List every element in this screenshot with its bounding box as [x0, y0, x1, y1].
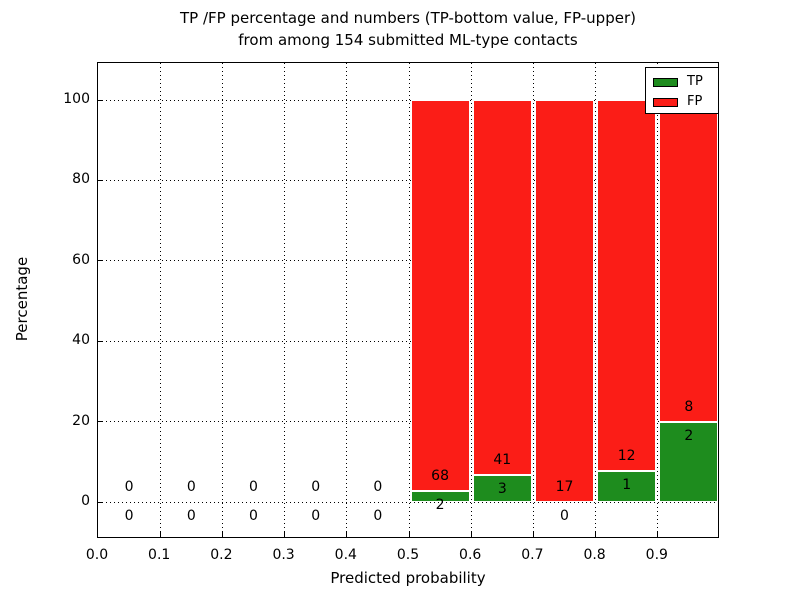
x-tick-label: 0.5	[396, 547, 420, 563]
x-tick-mark	[284, 532, 286, 537]
vertical-gridline	[595, 63, 597, 537]
tp-count-label: 0	[249, 508, 258, 524]
fp-count-label: 8	[684, 398, 694, 415]
tp-bar-segment	[597, 471, 657, 502]
x-tick-mark	[408, 532, 410, 537]
tp-bar-segment	[659, 421, 719, 502]
tp-count-label: 0	[186, 508, 196, 524]
x-axis-label: Predicted probability	[330, 569, 486, 587]
x-tick-label: 0.0	[85, 547, 109, 563]
x-tick-mark	[221, 532, 223, 537]
tp-count-label: 1	[622, 477, 632, 494]
x-tick-label: 0.1	[148, 547, 171, 563]
x-tick-label: 0.6	[459, 547, 482, 563]
vertical-gridline	[532, 63, 534, 537]
tp-count-label: 0	[373, 508, 383, 524]
fp-bar-segment	[410, 100, 470, 491]
tp-count-label: 2	[435, 496, 445, 513]
x-tick-mark	[657, 532, 659, 537]
vertical-gridline	[408, 63, 410, 537]
legend-label: TP	[687, 74, 703, 89]
y-axis-label: Percentage	[13, 256, 31, 342]
fp-count-label: 0	[311, 479, 321, 495]
horizontal-gridline	[98, 501, 718, 503]
horizontal-gridline	[98, 340, 718, 342]
y-tick-mark	[98, 260, 103, 262]
y-tick-label: 20	[72, 412, 90, 429]
tp-bar-segment	[410, 490, 470, 502]
y-tick-mark	[98, 501, 103, 503]
x-tick-mark	[346, 532, 348, 537]
x-tick-mark	[159, 532, 161, 537]
fp-count-label: 12	[617, 448, 636, 465]
vertical-gridline	[657, 63, 659, 537]
vertical-gridline	[346, 63, 348, 537]
legend-item: FP	[646, 92, 718, 112]
y-tick-mark	[98, 340, 103, 342]
x-tick-mark	[532, 532, 534, 537]
tp-count-label: 3	[497, 480, 507, 497]
fp-count-label: 0	[373, 479, 383, 495]
vertical-gridline	[470, 63, 472, 537]
legend-item: TP	[646, 72, 718, 92]
vertical-gridline	[159, 63, 161, 537]
x-tick-mark	[470, 532, 472, 537]
x-tick-label: 0.2	[210, 547, 233, 563]
y-tick-mark	[98, 179, 103, 181]
fp-count-label: 0	[124, 479, 134, 495]
fp-bar-segment	[659, 100, 719, 422]
y-tick-mark	[98, 421, 103, 423]
horizontal-gridline	[98, 260, 718, 262]
legend-label: FP	[687, 94, 703, 109]
y-tick-label: 100	[63, 91, 90, 107]
x-tick-label: 0.4	[334, 547, 357, 563]
chart-title-line1: TP /FP percentage and numbers (TP-bottom…	[180, 9, 636, 27]
tp-count-label: 0	[560, 508, 569, 524]
tp-count-label: 2	[684, 427, 694, 444]
vertical-gridline	[221, 63, 223, 537]
fp-bar-segment	[534, 100, 595, 502]
y-tick-label: 80	[72, 171, 90, 188]
x-tick-mark	[595, 532, 597, 537]
chart-title-line2: from among 154 submitted ML-type contact…	[238, 31, 578, 49]
fp-bar-segment	[472, 100, 532, 475]
x-tick-label: 0.9	[645, 547, 668, 563]
x-tick-label: 0.7	[521, 547, 544, 563]
fp-count-label: 17	[555, 479, 574, 495]
tp-count-label: 0	[124, 508, 134, 524]
fp-count-label: 41	[493, 451, 512, 468]
horizontal-gridline	[98, 99, 718, 101]
plot-area: 0 0 0 0 0 0 0 0 0 0 68 2 41 3 17 0 12 1 8 2	[97, 62, 719, 538]
fp-bar-segment	[597, 100, 657, 472]
tp-legend-swatch	[653, 77, 678, 87]
y-tick-label: 40	[72, 332, 90, 349]
x-tick-label: 0.3	[272, 547, 295, 563]
horizontal-gridline	[98, 421, 718, 423]
y-tick-label: 0	[81, 493, 90, 509]
fp-count-label: 0	[249, 479, 258, 495]
tp-bar-segment	[472, 474, 532, 502]
chart-title: TP /FP percentage and numbers (TP-bottom…	[97, 7, 719, 51]
horizontal-gridline	[98, 179, 718, 181]
y-tick-mark	[98, 99, 103, 101]
legend: TP FP	[645, 67, 719, 114]
x-tick-label: 0.8	[583, 547, 606, 563]
fp-legend-swatch	[653, 97, 678, 107]
tp-count-label: 0	[311, 508, 321, 524]
vertical-gridline	[284, 63, 286, 537]
fp-count-label: 0	[186, 479, 196, 495]
fp-count-label: 68	[431, 467, 449, 484]
y-tick-label: 60	[72, 251, 90, 268]
